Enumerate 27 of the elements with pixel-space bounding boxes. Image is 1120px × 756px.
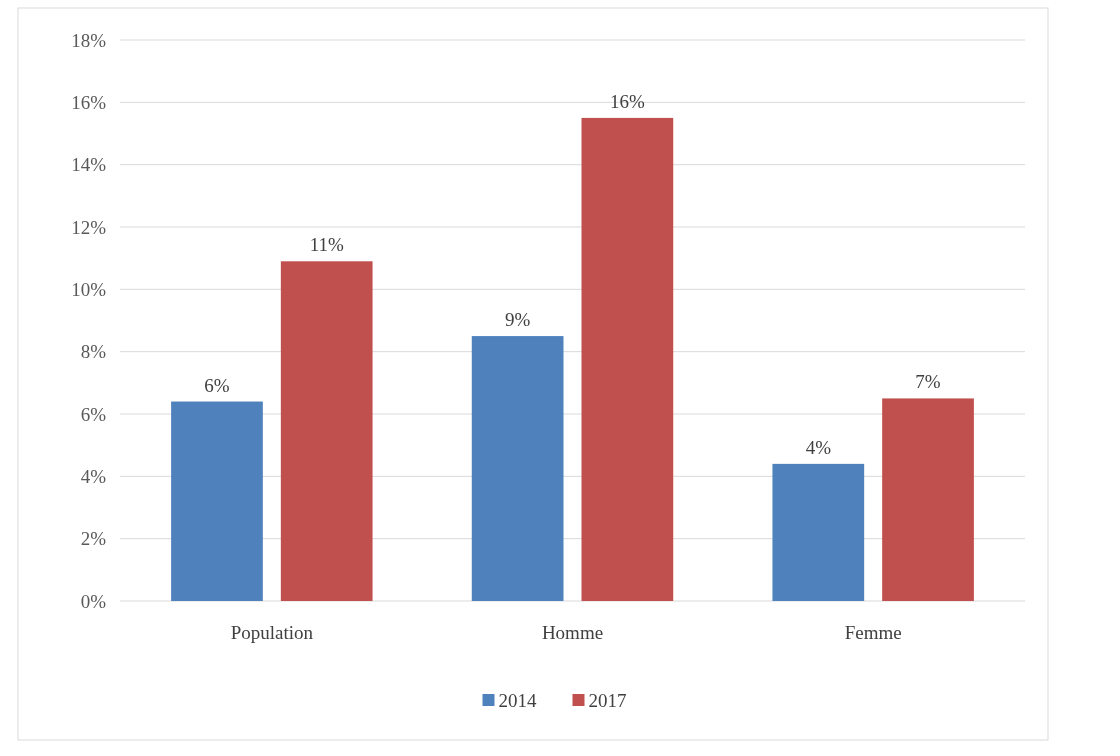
y-tick-label: 6% xyxy=(80,403,107,425)
data-label: 11% xyxy=(309,234,344,256)
y-tick-label: 16% xyxy=(71,91,107,113)
bar xyxy=(581,117,674,601)
bar xyxy=(280,261,373,601)
legend-label: 2017 xyxy=(588,689,627,711)
legend-label: 2014 xyxy=(498,689,537,711)
y-tick-label: 14% xyxy=(71,154,107,176)
bar xyxy=(772,463,865,601)
y-tick-label: 10% xyxy=(71,278,107,300)
bar xyxy=(171,401,263,601)
x-tick-label: Femme xyxy=(844,622,902,643)
data-label: 6% xyxy=(204,374,230,396)
bar xyxy=(471,336,564,601)
data-label: 9% xyxy=(504,309,531,331)
data-label: 16% xyxy=(609,90,645,112)
y-tick-label: 4% xyxy=(80,465,107,487)
data-label: 4% xyxy=(805,436,832,458)
bar xyxy=(882,398,974,601)
y-tick-label: 18% xyxy=(71,29,107,51)
y-tick-label: 8% xyxy=(80,341,107,363)
x-tick-label: Population xyxy=(230,622,314,643)
x-tick-label: Homme xyxy=(541,622,604,643)
data-label: 7% xyxy=(915,371,941,393)
y-tick-label: 12% xyxy=(71,216,107,238)
y-tick-label: 0% xyxy=(80,590,107,612)
y-tick-label: 2% xyxy=(80,528,107,550)
